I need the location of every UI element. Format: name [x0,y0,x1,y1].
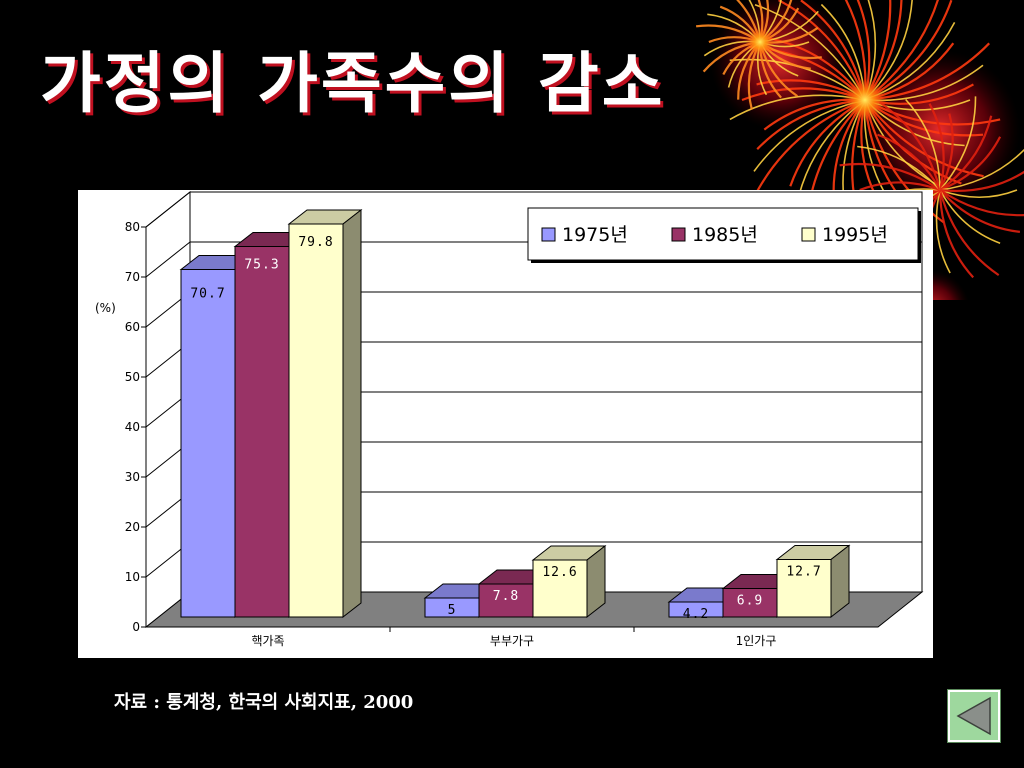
bar [234,246,290,618]
bar-chart: 0 10 20 30 40 50 60 70 80 (%) 핵가족 부부가구 1인가구 70.7 75.3… [95,190,924,648]
y-tick-label: 30 [125,470,140,484]
legend-label: 1985년 [692,224,758,246]
legend [527,207,919,261]
legend-label: 1975년 [562,224,628,246]
y-tick-label: 10 [125,570,140,584]
slide-title: 가정의 가족수의 감소 [40,45,666,122]
firework-ray [939,189,1018,198]
legend-swatch [541,227,556,242]
chart-panel: 0 10 20 30 40 50 60 70 80 (%) 핵가족 부부가구 1인가구 70.7 75.3… [78,190,933,658]
x-tick-label: 핵가족 [251,634,284,648]
back-triangle-icon [956,696,991,736]
legend-swatch [801,227,816,242]
y-tick-label: 40 [125,420,140,434]
firework-icon [695,0,1024,300]
y-tick-label: 0 [132,620,140,634]
data-label: 79.8 [298,235,333,250]
gridline-side [145,241,191,278]
data-label: 75.3 [244,258,279,273]
firework-ray [859,181,941,192]
gridline-side [145,191,191,228]
x-tick-label: 1인가구 [736,634,777,648]
y-tick-label: 80 [125,220,140,234]
bar-side [586,544,606,619]
firework-ray [939,189,1001,244]
data-label: 7.8 [493,589,519,604]
firework-ray [839,162,941,191]
data-label: 4.2 [683,607,709,622]
source-note: 자료 : 통계청, 한국의 사회지표, 2000 [114,692,414,713]
bar [722,588,778,618]
firework-ray [939,189,1021,233]
firework-ray [939,189,1024,217]
data-label: 70.7 [190,287,225,302]
firework-ray [938,189,975,279]
y-tick-label: 20 [125,520,140,534]
legend-label: 1995년 [822,224,888,246]
firework-ray [939,136,1002,192]
y-axis-label: (%) [95,301,116,315]
firework-ray [939,113,954,191]
legend-swatch [671,227,686,242]
data-label: 6.9 [737,594,763,609]
back-button[interactable] [947,689,1001,743]
bar-side [830,544,850,619]
firework-ray [939,115,993,191]
firework-ray [905,98,941,191]
y-tick-label: 70 [125,270,140,284]
y-tick-label: 60 [125,320,140,334]
x-tick-label: 부부가구 [490,634,534,648]
bar [532,559,588,618]
data-label: 12.6 [542,565,577,580]
bar-side [342,208,362,619]
bar [288,223,344,618]
firework-ray [938,189,1000,277]
firework-ray [939,96,977,191]
data-label: 5 [448,603,457,618]
firework-ray [935,189,951,274]
y-tick-label: 50 [125,370,140,384]
firework-ray [928,103,945,191]
firework-ray [857,145,941,191]
firework-ray [878,101,942,191]
bar [478,583,534,618]
bar [180,269,236,618]
firework-ray [939,170,1024,192]
data-label: 12.7 [786,565,821,580]
firework-ray [877,133,941,191]
